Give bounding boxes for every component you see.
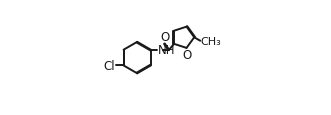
Text: NH: NH: [158, 44, 175, 57]
Text: Cl: Cl: [104, 59, 115, 72]
Text: O: O: [160, 31, 169, 43]
Text: CH₃: CH₃: [201, 36, 221, 46]
Text: O: O: [182, 49, 191, 62]
